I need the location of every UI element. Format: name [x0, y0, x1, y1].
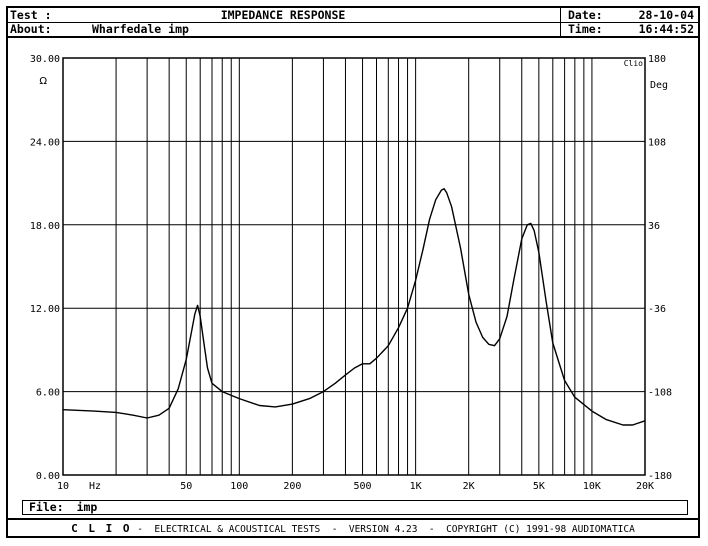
- x-tick-label: 1K: [410, 481, 422, 492]
- x-tick-label: 100: [230, 481, 248, 492]
- about-value: Wharfedale imp: [92, 22, 189, 36]
- report-title: IMPEDANCE RESPONSE: [220, 8, 346, 22]
- y2-tick-label: 108: [648, 137, 666, 148]
- time-value: 16:44:52: [638, 22, 694, 36]
- clio-corner-label: Clio: [624, 59, 643, 68]
- y-tick-label: 6.00: [36, 388, 60, 399]
- x-tick-label: 500: [354, 481, 372, 492]
- x-tick-label: 5K: [533, 481, 545, 492]
- footer-brand: C L I O: [71, 522, 132, 535]
- y2-axis-unit-label: Deg: [650, 80, 668, 91]
- header-divider: [560, 8, 561, 36]
- impedance-curve: [62, 187, 646, 426]
- file-label: File:: [29, 500, 64, 514]
- y-tick-label: 12.00: [30, 304, 60, 315]
- footer-bar: C L I O - ELECTRICAL & ACOUSTICAL TESTS …: [6, 518, 700, 538]
- footer-text: - ELECTRICAL & ACOUSTICAL TESTS - VERSIO…: [131, 524, 635, 535]
- x-tick-label: 10K: [583, 481, 601, 492]
- y-tick-label: 0.00: [36, 471, 60, 482]
- y-axis-unit-label: Ω: [39, 76, 47, 87]
- x-tick-label: 10: [57, 481, 69, 492]
- y-tick-label: 30.00: [30, 54, 60, 65]
- instrument-frame: [6, 6, 700, 538]
- report-header: Test : IMPEDANCE RESPONSE Date: 28-10-04…: [8, 8, 698, 38]
- file-bar: File: imp: [22, 500, 688, 515]
- x-tick-label: 50: [180, 481, 192, 492]
- plot-area-border: [62, 57, 646, 476]
- x-tick-label: 20K: [636, 481, 654, 492]
- x-tick-label: 2K: [463, 481, 475, 492]
- x-axis-unit-label: Hz: [89, 481, 101, 492]
- file-value: imp: [76, 500, 98, 514]
- y2-tick-label: -36: [648, 304, 666, 315]
- impedance-chart: 0.00 6.00 12.00 18.00 24.00 30.00 -180 -108 -36 3…: [30, 54, 672, 492]
- time-label: Time:: [568, 22, 603, 36]
- y2-tick-label: 180: [648, 54, 666, 65]
- date-label: Date:: [568, 8, 603, 22]
- y-tick-label: 24.00: [30, 137, 60, 148]
- about-label: About:: [10, 22, 52, 36]
- test-label: Test :: [10, 8, 52, 22]
- x-tick-label: 200: [283, 481, 301, 492]
- date-value: 28-10-04: [638, 8, 694, 22]
- y-tick-label: 18.00: [30, 221, 60, 232]
- y2-tick-label: 36: [648, 221, 660, 232]
- y2-tick-label: -108: [648, 388, 672, 399]
- y2-tick-label: -180: [648, 471, 672, 482]
